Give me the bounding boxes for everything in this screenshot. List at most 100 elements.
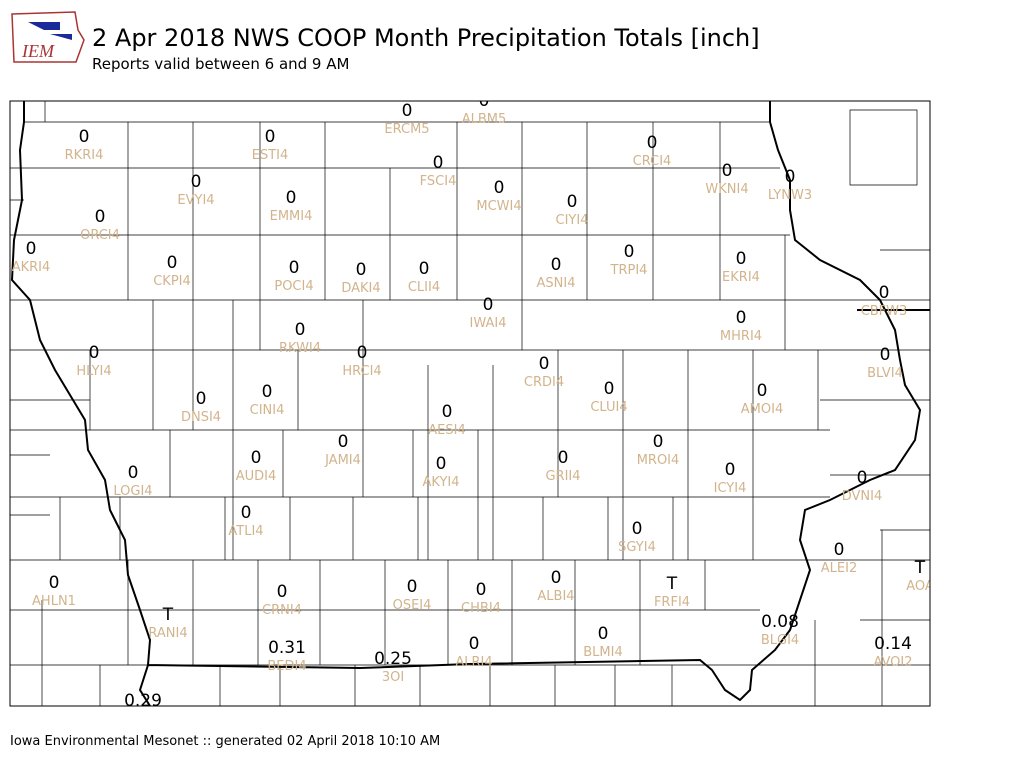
station-value: 0 — [469, 634, 480, 654]
station-value: 0 — [26, 239, 37, 259]
station-id: CLUI4 — [590, 400, 627, 415]
logo-mark — [28, 22, 72, 40]
station-value: 0 — [436, 454, 447, 474]
station-id: ALRI4 — [455, 655, 492, 670]
station-id: TRPI4 — [610, 263, 648, 278]
station-value: 0 — [736, 249, 747, 269]
station-id: MROI4 — [637, 453, 680, 468]
station-value: 0 — [725, 460, 736, 480]
station-id: CRDI4 — [524, 375, 564, 390]
station-id: OSEI4 — [393, 598, 432, 613]
station-id: DAKI4 — [341, 281, 380, 296]
station-id: 3OI — [382, 670, 404, 685]
station-id: CRCI4 — [633, 154, 672, 169]
station-value: 0 — [598, 624, 609, 644]
station-value: 0 — [879, 283, 890, 303]
station-value: 0 — [95, 207, 106, 227]
station-id: CIYI4 — [556, 213, 589, 228]
station-id: AHLN1 — [32, 594, 76, 609]
station-id: HLYI4 — [76, 364, 111, 379]
station-id: ATLI4 — [228, 524, 263, 539]
station-value: 0 — [479, 91, 490, 111]
station-value: 0 — [407, 577, 418, 597]
station-id: CHBI4 — [461, 601, 501, 616]
station-value: T — [666, 574, 678, 594]
station-value: 0 — [653, 432, 664, 452]
station-value: 0 — [604, 379, 615, 399]
station-value: 0.08 — [761, 612, 799, 632]
subtitle: Reports valid between 6 and 9 AM — [92, 55, 349, 73]
station-id: AVOI2 — [873, 655, 912, 670]
station-value: 0 — [295, 320, 306, 340]
station-id: MHRI4 — [720, 329, 762, 344]
station-value: 0 — [442, 402, 453, 422]
station-value: 0 — [191, 172, 202, 192]
station-value: 0 — [567, 192, 578, 212]
station-id: CRNI4 — [262, 603, 302, 618]
station-value: 0 — [647, 133, 658, 153]
station-value: 0 — [196, 389, 207, 409]
station-value: 0 — [857, 468, 868, 488]
station-id: ALBM5 — [462, 112, 507, 127]
station-id: ICYI4 — [714, 481, 747, 496]
station-id: ALEI2 — [821, 561, 857, 576]
station-id: ALBI4 — [537, 589, 574, 604]
station-value: 0 — [49, 573, 60, 593]
station-id: BLVI4 — [867, 366, 903, 381]
station-value: 0 — [277, 582, 288, 602]
station-value: 0 — [167, 253, 178, 273]
station-id: ORCI4 — [80, 228, 120, 243]
station-value: 0 — [79, 127, 90, 147]
station-value: 0 — [286, 188, 297, 208]
station-id: DVNI4 — [842, 489, 883, 504]
station-value: 0.14 — [874, 634, 912, 654]
station-id: CLII4 — [408, 280, 440, 295]
station-value: 0 — [262, 382, 273, 402]
station-value: 0 — [402, 101, 413, 121]
station-id: IWAI4 — [470, 316, 507, 331]
station-id: ERCM5 — [384, 122, 429, 137]
station-id: AKYI4 — [422, 475, 459, 490]
station-value: 0 — [357, 343, 368, 363]
station-value: 0 — [289, 258, 300, 278]
state-borders — [10, 101, 930, 706]
station-id: CBFW3 — [861, 304, 908, 319]
station-id: WKNI4 — [705, 182, 748, 197]
station-value: 0 — [128, 463, 139, 483]
station-id: SGYI4 — [618, 540, 656, 555]
station-id: JAMI4 — [324, 453, 361, 468]
station-id: AKRI4 — [12, 260, 51, 275]
station-id: AUDI4 — [236, 469, 277, 484]
station-id: AMOI4 — [741, 402, 783, 417]
station-id: EKRI4 — [722, 270, 760, 285]
station-id: LYNW3 — [768, 188, 812, 203]
station-id: FSCI4 — [420, 174, 457, 189]
station-value: 0 — [880, 345, 891, 365]
map-frame — [9, 100, 931, 707]
station-value: 0 — [757, 381, 768, 401]
station-id: AOA — [906, 579, 934, 594]
county-lines — [10, 101, 930, 706]
logo: IEM — [11, 11, 85, 63]
station-value: 0 — [494, 178, 505, 198]
station-id: LOGI4 — [113, 484, 152, 499]
stations: 0RKRI40ESTI40ERCM50ALBM50CRCI40FSCI40WKN… — [12, 91, 934, 711]
station-value: 0 — [551, 568, 562, 588]
station-id: ESTI4 — [252, 148, 289, 163]
logo-outline — [11, 11, 85, 63]
station-id: RKWI4 — [279, 341, 321, 356]
station-id: AESI4 — [428, 423, 465, 438]
footer: Iowa Environmental Mesonet :: generated … — [10, 734, 440, 749]
station-value: 0 — [785, 167, 796, 187]
station-value: 0 — [356, 260, 367, 280]
station-id: DNSI4 — [181, 410, 221, 425]
station-value: 0 — [722, 161, 733, 181]
station-value: 0 — [624, 242, 635, 262]
station-id: RKRI4 — [65, 148, 104, 163]
station-id: FRFI4 — [654, 595, 690, 610]
station-value: 0.29 — [124, 691, 162, 711]
station-value: 0 — [251, 448, 262, 468]
station-value: 0 — [632, 519, 643, 539]
